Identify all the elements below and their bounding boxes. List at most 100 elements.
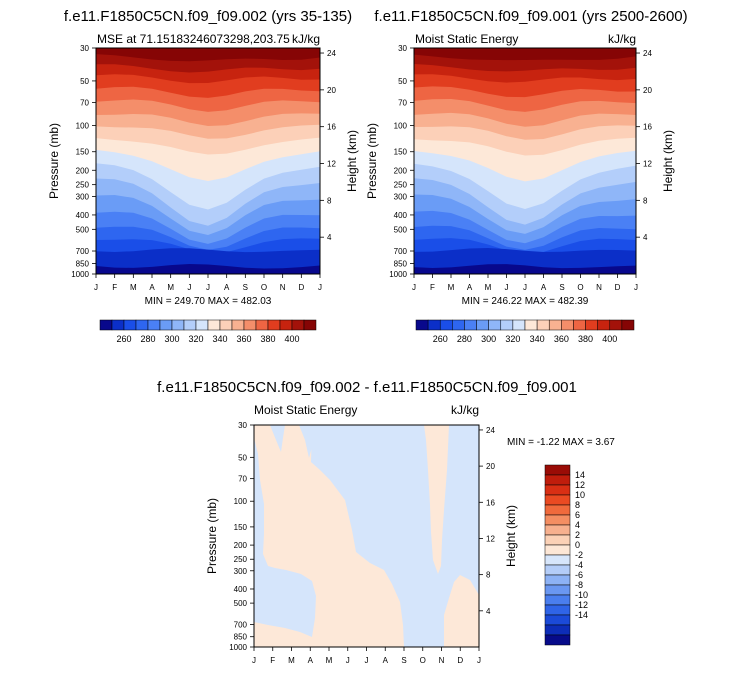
- colorbar-label: 10: [575, 490, 585, 500]
- panel-c-left-label: Moist Static Energy: [254, 403, 357, 417]
- pressure-tick-label: 50: [80, 77, 89, 86]
- pressure-tick-label: 30: [80, 44, 89, 53]
- colorbar-swatch: [573, 319, 586, 331]
- colorbar-swatch: [255, 319, 269, 331]
- pressure-tick-label: 200: [394, 166, 408, 175]
- colorbar-swatch: [544, 554, 571, 566]
- panel-c-right-label: kJ/kg: [451, 403, 479, 417]
- month-tick-label: J: [318, 283, 322, 292]
- month-tick-label: F: [270, 656, 275, 665]
- height-tick-label: 8: [643, 196, 648, 205]
- colorbar-swatch: [159, 319, 173, 331]
- pressure-tick-label: 500: [234, 599, 248, 608]
- colorbar-swatch: [123, 319, 137, 331]
- pressure-tick-label: 300: [76, 192, 90, 201]
- height-tick-label: 16: [643, 123, 652, 132]
- pressure-tick-label: 1000: [71, 270, 89, 279]
- colorbar-swatch: [548, 319, 562, 331]
- panel-b-contours: [414, 48, 636, 274]
- height-tick-label: 24: [486, 426, 495, 435]
- month-tick-label: S: [401, 656, 406, 665]
- colorbar-swatch: [219, 319, 233, 331]
- panel-b-left-label: Moist Static Energy: [415, 32, 518, 46]
- month-tick-label: S: [243, 283, 248, 292]
- height-tick-label: 16: [327, 123, 336, 132]
- pressure-tick-label: 500: [76, 225, 90, 234]
- colorbar-swatch: [303, 319, 317, 331]
- colorbar-swatch: [544, 534, 571, 546]
- pressure-tick-label: 300: [394, 192, 408, 201]
- month-tick-label: J: [634, 283, 638, 292]
- month-tick-label: A: [149, 283, 155, 292]
- colorbar-swatch: [243, 319, 257, 331]
- colorbar-swatch: [544, 594, 571, 606]
- colorbar-label: -12: [575, 600, 588, 610]
- month-tick-label: J: [505, 283, 509, 292]
- height-tick-label: 4: [486, 607, 491, 616]
- colorbar-swatch: [536, 319, 550, 331]
- panel-a-contours: [96, 48, 320, 274]
- colorbar-label: 400: [284, 334, 299, 344]
- colorbar-swatch: [183, 319, 197, 331]
- colorbar-swatch: [452, 319, 465, 331]
- month-tick-label: A: [224, 283, 230, 292]
- colorbar-label: -10: [575, 590, 588, 600]
- colorbar-swatch: [544, 514, 571, 526]
- colorbar-swatch: [609, 319, 623, 331]
- colorbar-label: 380: [260, 334, 275, 344]
- colorbar-label: 12: [575, 480, 585, 490]
- colorbar-swatch: [585, 319, 598, 331]
- month-tick-label: S: [559, 283, 564, 292]
- month-tick-label: J: [412, 283, 416, 292]
- month-tick-label: D: [298, 283, 304, 292]
- month-tick-label: J: [94, 283, 98, 292]
- colorbar-swatch: [544, 624, 571, 636]
- month-tick-label: N: [596, 283, 602, 292]
- pressure-tick-label: 150: [234, 523, 248, 532]
- colorbar-swatch: [544, 474, 571, 486]
- colorbar-swatch: [544, 564, 571, 576]
- pressure-tick-label: 850: [234, 633, 248, 642]
- panel-a-stats: MIN = 249.70 MAX = 482.03: [145, 296, 272, 307]
- month-tick-label: J: [365, 656, 369, 665]
- contour-band: [414, 264, 636, 274]
- colorbar-swatch: [415, 319, 429, 331]
- pressure-tick-label: 400: [394, 211, 408, 220]
- colorbar-swatch: [544, 574, 571, 586]
- month-tick-label: O: [261, 283, 267, 292]
- colorbar-panel-a: 260 280 300 320 340 360 380 400: [99, 319, 317, 344]
- colorbar-label: 260: [116, 334, 131, 344]
- colorbar-label: 0: [575, 540, 580, 550]
- month-tick-label: J: [346, 656, 350, 665]
- month-tick-label: M: [288, 656, 295, 665]
- colorbar-label: -8: [575, 580, 583, 590]
- pressure-tick-label: 700: [76, 247, 90, 256]
- colorbar-swatch: [231, 319, 245, 331]
- height-tick-label: 12: [327, 160, 336, 169]
- month-tick-label: M: [130, 283, 137, 292]
- month-tick-label: F: [430, 283, 435, 292]
- panel-c-ylabel-right: Height (km): [504, 505, 518, 567]
- colorbar-swatch: [544, 634, 571, 646]
- month-tick-label: N: [439, 656, 445, 665]
- colorbar-swatch: [171, 319, 185, 331]
- panel-b-title: f.e11.F1850C5CN.f09_f09.001 (yrs 2500-26…: [374, 8, 687, 25]
- pressure-tick-label: 300: [234, 567, 248, 576]
- month-tick-label: D: [615, 283, 621, 292]
- height-tick-label: 20: [643, 86, 652, 95]
- height-tick-label: 12: [643, 160, 652, 169]
- colorbar-label: -14: [575, 610, 588, 620]
- pressure-tick-label: 100: [394, 122, 408, 131]
- positive-region-upper-right: [424, 425, 449, 574]
- height-tick-label: 4: [327, 233, 332, 242]
- colorbar-swatch: [147, 319, 161, 331]
- height-tick-label: 8: [486, 571, 491, 580]
- colorbar-label: 6: [575, 510, 580, 520]
- colorbar-swatch: [544, 614, 571, 626]
- panel-a-ylabel: Pressure (mb): [47, 123, 61, 199]
- pressure-tick-label: 700: [234, 620, 248, 629]
- pressure-tick-label: 850: [76, 260, 90, 269]
- panel-b-right-label: kJ/kg: [608, 32, 636, 46]
- colorbar-label: 360: [236, 334, 251, 344]
